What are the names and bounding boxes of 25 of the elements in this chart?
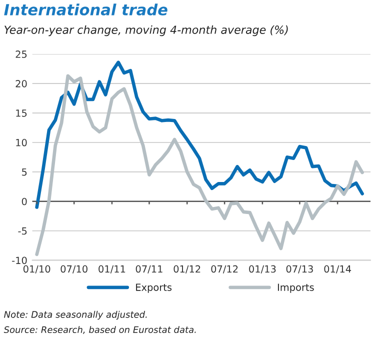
x-tick-label: 07/11 bbox=[136, 265, 162, 274]
x-tick-label: 07/13 bbox=[286, 265, 313, 274]
y-tick-label: 0 bbox=[22, 198, 27, 206]
y-tick-label: 10 bbox=[16, 138, 27, 146]
x-tick-label: 01/14 bbox=[324, 265, 352, 274]
text: Note: Data seasonally adjusted. bbox=[4, 310, 147, 320]
y-tick-label: -10 bbox=[12, 256, 27, 264]
y-tick-label: 25 bbox=[16, 50, 27, 58]
source-note: Source: Research, based on Eurostat data. bbox=[4, 326, 196, 334]
legend-label: Imports bbox=[278, 284, 314, 293]
y-tick-label: 15 bbox=[16, 110, 27, 117]
x-tick-label: 01/12 bbox=[174, 265, 200, 274]
chart-title: International trade bbox=[4, 4, 168, 16]
x-tick-label: 07/10 bbox=[60, 265, 88, 274]
x-tick-label: 01/13 bbox=[249, 265, 276, 274]
line-series bbox=[35, 60, 364, 209]
chart-subtitle: Year-on-year change, moving 4-month average (%) bbox=[4, 25, 288, 36]
x-tick-label: 01/10 bbox=[23, 265, 50, 274]
y-tick-label: -5 bbox=[18, 227, 27, 235]
legend-label: Exports bbox=[136, 284, 172, 293]
x-tick-label: 01/11 bbox=[98, 265, 126, 274]
y-tick-label: 5 bbox=[22, 168, 27, 176]
x-tick-label: 07/12 bbox=[211, 265, 238, 274]
y-tick-label: 20 bbox=[16, 80, 27, 88]
line-series bbox=[35, 74, 364, 256]
